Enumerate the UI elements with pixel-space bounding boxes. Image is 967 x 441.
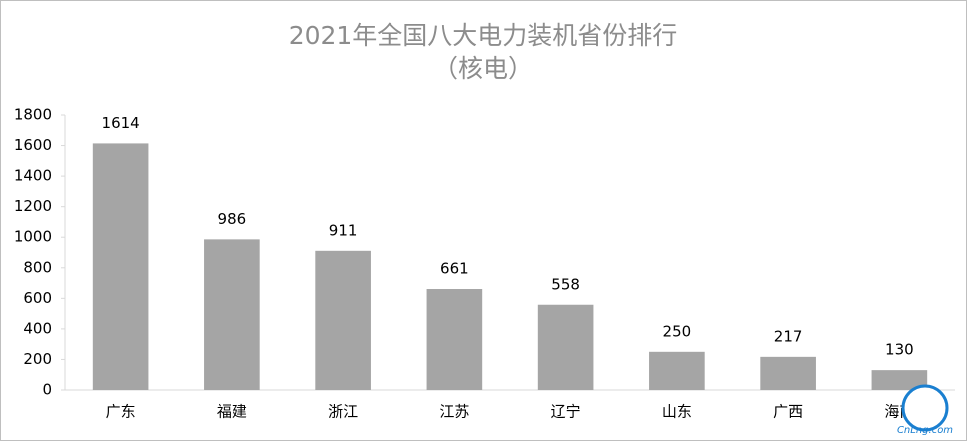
y-tick-label: 1800 [14,106,52,124]
logo [901,384,949,432]
y-tick-label: 0 [42,381,52,399]
value-label: 986 [218,210,247,228]
y-tick-label: 1200 [14,197,52,215]
value-label: 911 [329,221,358,239]
bar [315,250,371,390]
x-tick-label: 广东 [106,403,136,421]
y-tick-label: 200 [23,350,52,368]
x-tick-label: 江苏 [439,403,469,421]
value-label: 217 [774,327,803,345]
value-label: 661 [440,260,469,278]
bar [92,143,149,390]
x-tick-label: 浙江 [328,403,358,421]
bar [649,351,705,390]
bar [426,289,483,390]
x-tick-label: 辽宁 [551,403,581,421]
value-label: 250 [663,322,692,340]
y-tick-label: 1000 [14,228,52,246]
y-tick-label: 1600 [14,136,52,154]
x-tick-label: 广西 [773,403,803,421]
chart-title: 2021年全国八大电力装机省份排行 [289,21,678,50]
y-tick-label: 800 [23,258,52,276]
watermark: CnLng.com [897,425,953,436]
y-tick-label: 600 [23,289,52,307]
bar [537,304,594,390]
bar [760,356,816,390]
value-label: 130 [885,341,914,359]
y-tick-label: 1400 [14,167,52,185]
bar [204,239,260,390]
bar [871,370,928,390]
chart-subtitle: （核电） [433,54,533,83]
value-label: 1614 [102,114,140,132]
x-tick-label: 山东 [662,403,692,421]
x-tick-label: 福建 [217,403,247,421]
value-label: 558 [551,275,580,293]
y-tick-label: 400 [23,319,52,337]
